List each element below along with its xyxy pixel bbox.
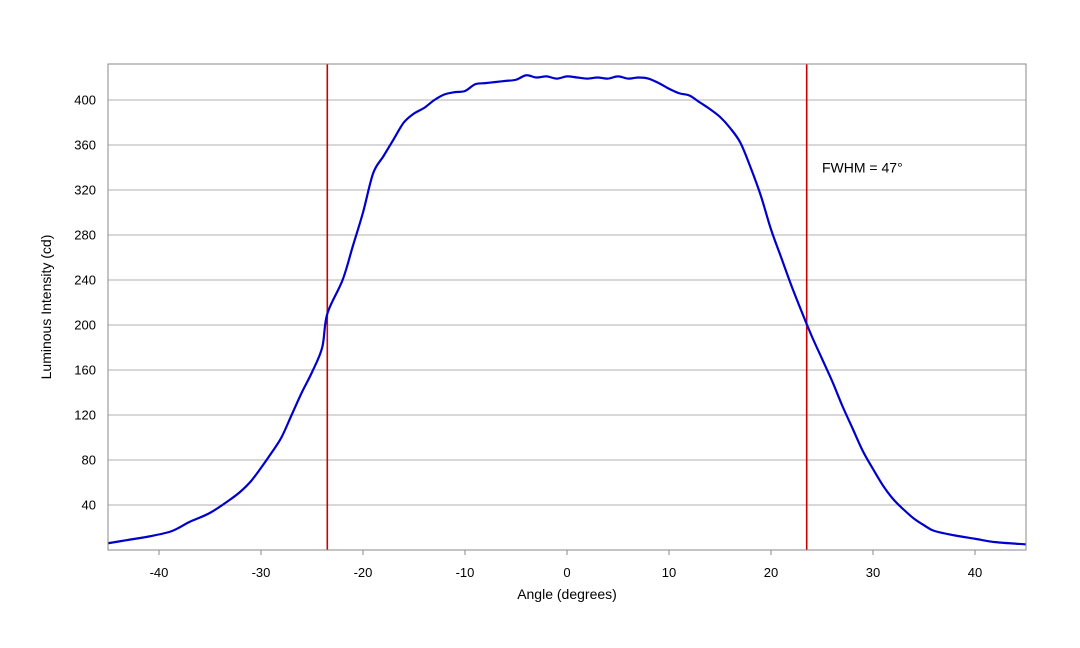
intensity-curve bbox=[107, 74, 1027, 546]
x-tick-label: -40 bbox=[150, 565, 169, 580]
annotations: FWHM = 47° bbox=[822, 160, 903, 176]
y-axis-title: Luminous Intensity (cd) bbox=[38, 235, 54, 380]
y-tick-label: 240 bbox=[74, 273, 96, 288]
x-axis-title: Angle (degrees) bbox=[517, 586, 617, 602]
y-tick-label: 400 bbox=[74, 93, 96, 108]
y-tick-label: 320 bbox=[74, 183, 96, 198]
fwhm-annotation: FWHM = 47° bbox=[822, 160, 903, 176]
x-tick-labels: -40 -30 -20 -10 0 10 20 30 40 bbox=[150, 550, 982, 580]
x-tick-label: 40 bbox=[968, 565, 982, 580]
y-tick-label: 200 bbox=[74, 318, 96, 333]
y-tick-label: 360 bbox=[74, 138, 96, 153]
y-tick-labels: 40 80 120 160 200 240 280 320 360 400 bbox=[74, 93, 96, 513]
x-tick-label: -30 bbox=[252, 565, 271, 580]
x-tick-label: 20 bbox=[764, 565, 778, 580]
grid-lines bbox=[108, 99, 1026, 506]
x-tick-label: -10 bbox=[456, 565, 475, 580]
x-tick-label: 10 bbox=[662, 565, 676, 580]
fwhm-marker-lines bbox=[326, 64, 808, 550]
x-tick-label: 30 bbox=[866, 565, 880, 580]
x-tick-label: 0 bbox=[563, 565, 570, 580]
y-tick-label: 80 bbox=[82, 453, 96, 468]
y-tick-label: 40 bbox=[82, 498, 96, 513]
x-tick-label: -20 bbox=[354, 565, 373, 580]
series-layer bbox=[107, 74, 1027, 546]
y-tick-label: 120 bbox=[74, 408, 96, 423]
y-tick-label: 160 bbox=[74, 363, 96, 378]
y-tick-label: 280 bbox=[74, 228, 96, 243]
